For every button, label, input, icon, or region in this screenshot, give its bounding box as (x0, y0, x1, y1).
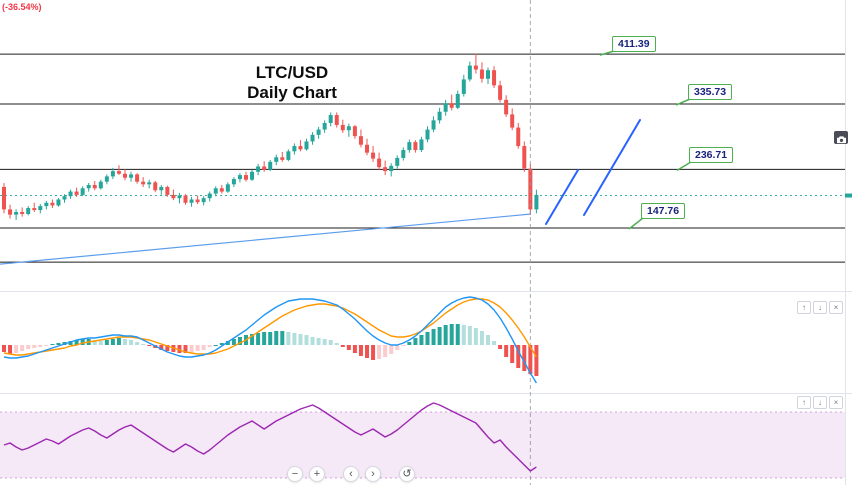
oscillator-pane-down-button[interactable]: ↓ (813, 396, 827, 409)
chart-title: LTC/USD Daily Chart (197, 63, 387, 103)
price-axis[interactable] (845, 0, 852, 485)
oscillator-pane-close-button[interactable]: × (829, 396, 843, 409)
price-level-label[interactable]: 335.73 (688, 84, 733, 100)
camera-icon (836, 136, 846, 144)
price-level-label[interactable]: 236.71 (689, 147, 734, 163)
oscillator-pane-up-button[interactable]: ↑ (797, 396, 811, 409)
macd-pane-up-button[interactable]: ↑ (797, 301, 811, 314)
chart-title-symbol: LTC/USD (255, 63, 329, 82)
zoom-in-button[interactable]: + (309, 466, 325, 482)
macd-pane-close-button[interactable]: × (829, 301, 843, 314)
screenshot-camera-icon[interactable] (834, 131, 848, 144)
macd-pane-down-button[interactable]: ↓ (813, 301, 827, 314)
zoom-out-button[interactable]: − (287, 466, 303, 482)
oscillator-pane-controls: ↑ ↓ × (797, 396, 843, 409)
price-level-label[interactable]: 147.76 (641, 203, 686, 219)
scroll-left-button[interactable]: ‹ (343, 466, 359, 482)
reset-chart-button[interactable]: ↺ (399, 466, 415, 482)
change-percent-label: (-36.54%) (2, 2, 42, 12)
chart-navigation: − + ‹ › ↺ (287, 466, 421, 482)
macd-pane-controls: ↑ ↓ × (797, 301, 843, 314)
chart-title-timeframe: Daily Chart (247, 83, 337, 102)
price-level-label[interactable]: 411.39 (612, 36, 656, 52)
scroll-right-button[interactable]: › (365, 466, 381, 482)
